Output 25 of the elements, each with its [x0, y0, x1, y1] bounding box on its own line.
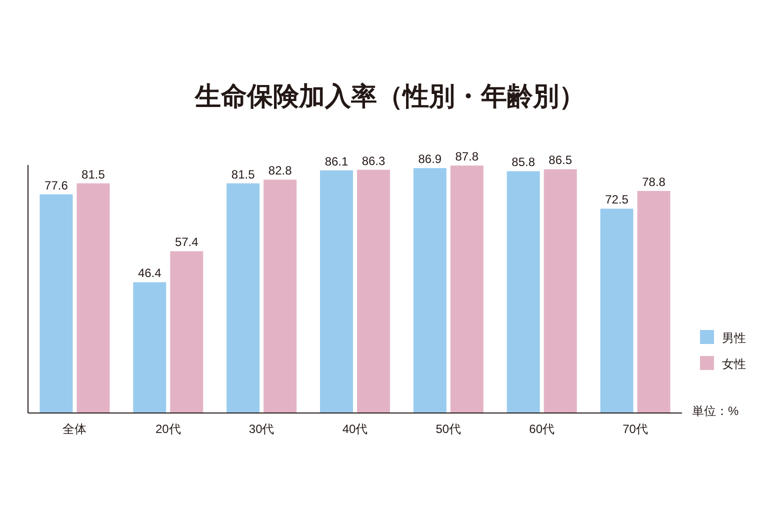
data-label: 86.9	[418, 152, 442, 166]
data-label: 85.8	[512, 155, 536, 170]
text: 単位：%	[692, 404, 739, 418]
data-label: 57.4	[174, 235, 199, 250]
legend-label: 女性	[722, 357, 746, 371]
legend-label: 男性	[722, 331, 746, 345]
x-tick-label: 40代	[342, 422, 368, 436]
data-label: 86.1	[324, 154, 348, 168]
x-tick-label: 20代	[155, 422, 181, 436]
data-label: 46.4	[138, 266, 162, 280]
x-tick-label: 50代	[436, 422, 462, 436]
x-tick-label: 全体	[62, 422, 87, 436]
data-label: 82.8	[268, 164, 292, 178]
x-tick-label: 30代	[248, 422, 274, 436]
data-label: 86.3	[362, 154, 386, 168]
data-label: 81.5	[82, 167, 106, 182]
data-label: 87.8	[455, 150, 479, 164]
data-label: 72.5	[605, 192, 629, 207]
data-label: 77.6	[44, 178, 68, 192]
chart-title: 生命保険加入率（性別・年齢別）	[194, 81, 585, 111]
data-label: 86.5	[548, 153, 572, 168]
x-tick-label: 60代	[529, 422, 555, 436]
x-tick-label: 70代	[622, 422, 648, 436]
data-label: 81.5	[231, 167, 256, 182]
data-label: 78.8	[642, 174, 666, 189]
